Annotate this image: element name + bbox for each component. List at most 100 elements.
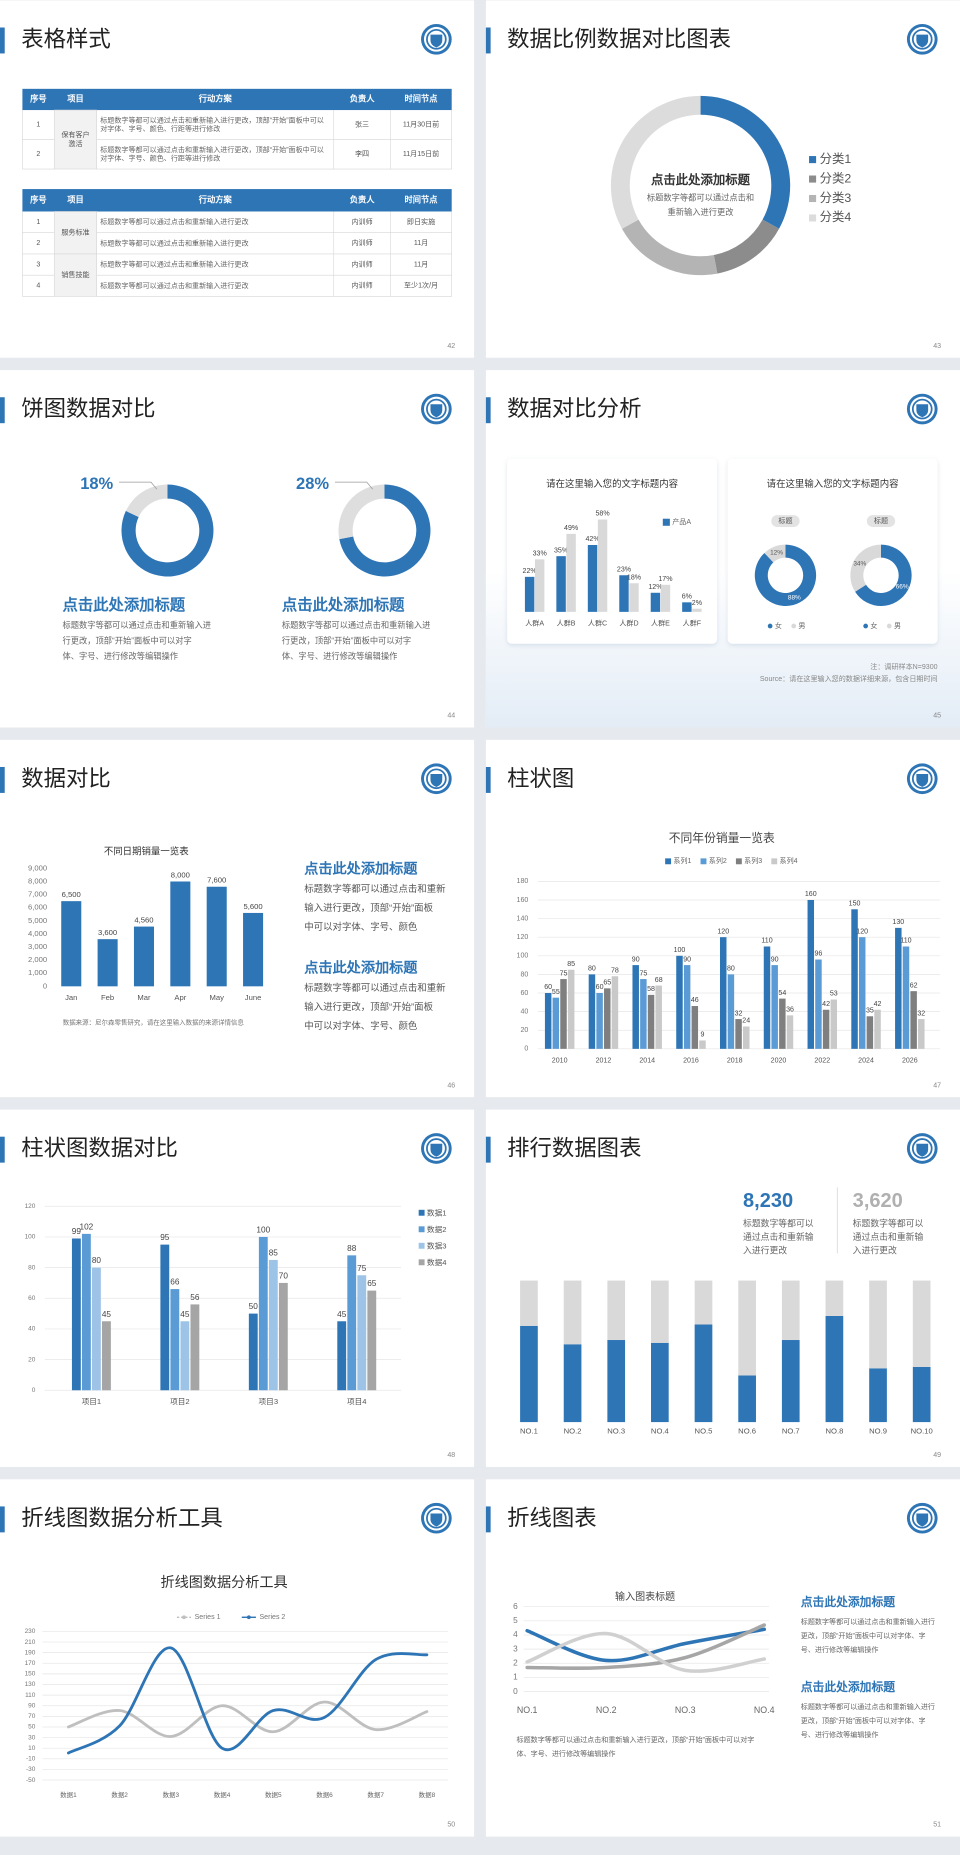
bar: [566, 533, 576, 612]
data-label: 96: [815, 951, 823, 958]
slide-title: 柱状图数据对比: [21, 1136, 178, 1161]
bar: [180, 1321, 190, 1391]
table-cell: 即日实施: [407, 217, 435, 226]
x-tick-label: 人群A: [525, 619, 544, 628]
page-number: 47: [933, 1082, 941, 1089]
table-header-cell: 时间节点: [405, 194, 439, 204]
block-text: 中可以对字体、字号、颜色: [304, 1020, 418, 1031]
title-bar: [0, 397, 5, 424]
x-tick-label: 数据7: [367, 1790, 384, 1799]
data-label: 75: [639, 970, 647, 977]
bar: [563, 1280, 582, 1345]
logo-inner: [426, 1138, 447, 1159]
bar: [895, 927, 902, 1049]
x-tick-label: NO.7: [782, 1427, 800, 1436]
data-label: 60: [544, 984, 552, 991]
block-heading: 点击此处添加标题: [282, 596, 405, 614]
table-cell: 11月15日前: [403, 149, 439, 158]
page-number: 46: [447, 1082, 455, 1089]
data-label: 56: [190, 1293, 200, 1302]
logo-shield: [916, 404, 929, 418]
legend-label: 女: [775, 621, 782, 630]
data-label: 80: [588, 966, 596, 973]
block-text: 中可以对字体、字号、颜色: [304, 921, 418, 932]
bar: [619, 575, 629, 612]
data-label: 9: [701, 1032, 705, 1039]
block-text: 更改，顶部“开始”面板中可以对字体、字: [801, 1716, 926, 1725]
x-tick-label: 人群B: [557, 619, 576, 628]
bar: [694, 1280, 713, 1325]
data-label: 100: [256, 1226, 270, 1235]
bar: [830, 999, 838, 1049]
percent-label: 28%: [296, 475, 329, 493]
bar: [61, 901, 82, 987]
x-tick-label: NO.4: [754, 1705, 775, 1715]
y-tick-label: 90: [28, 1702, 36, 1709]
legend-label: 男: [798, 622, 805, 630]
y-tick-label: 40: [520, 1008, 528, 1015]
bar: [587, 545, 598, 612]
data-label: 110: [761, 938, 772, 945]
table-header-cell: 时间节点: [405, 94, 439, 104]
x-tick-label: 人群C: [588, 619, 607, 628]
percent-label: 18%: [80, 475, 113, 493]
data-label: 80: [92, 1256, 102, 1265]
bar: [337, 1321, 347, 1391]
data-label: 95: [160, 1233, 170, 1242]
y-tick-label: 80: [520, 971, 528, 978]
legend-label: 产品A: [672, 517, 691, 526]
pie-label: 标题: [874, 516, 888, 525]
data-label: 65: [367, 1279, 377, 1288]
data-label: 55: [552, 989, 560, 996]
bar: [243, 912, 264, 987]
pie-segment: [338, 484, 385, 540]
data-label: 4,560: [134, 915, 153, 924]
data-label: 35: [866, 1007, 874, 1014]
slide-title: 折线图表: [507, 1505, 597, 1530]
x-tick-label: 2014: [639, 1058, 655, 1065]
block-text: 输入进行更改，顶部“开始”面板: [304, 1001, 433, 1012]
data-label: 78: [611, 967, 619, 974]
slide: 数据比例数据对比图表 43 分类1 分类2 分类3 分类4 点击此处添加标题标题数字等都可以…: [485, 0, 960, 358]
x-tick-label: 人群E: [651, 619, 670, 628]
x-tick-label: NO.2: [564, 1427, 582, 1436]
table-cell: 11月30日前: [403, 120, 439, 129]
table-cell: 2: [36, 151, 40, 158]
bar: [640, 979, 647, 1049]
bar: [651, 1280, 669, 1343]
slide: 数据对比 46 不同日期销量一览表 0 1,000 2,000 3,000 4,000 5,00…: [0, 739, 475, 1098]
bar: [81, 1233, 91, 1391]
legend-swatch: [809, 156, 817, 164]
y-tick-label: 0: [524, 1046, 528, 1053]
pie-segment: [621, 219, 718, 276]
logo-shield: [430, 1513, 443, 1527]
block-text: 标题数字等都可以通过点击和重新输入进: [282, 620, 431, 630]
bar: [647, 994, 655, 1049]
page-number: 51: [933, 1822, 941, 1829]
bar: [607, 1280, 626, 1341]
y-tick-label: 210: [25, 1639, 36, 1646]
y-tick-label: 180: [517, 878, 529, 885]
data-label: 60: [596, 984, 604, 991]
x-tick-label: 数据2: [111, 1790, 128, 1799]
legend-label: 数据3: [427, 1240, 447, 1250]
logo-shield: [916, 1143, 929, 1157]
data-label: 66: [170, 1278, 180, 1287]
logo-shield: [916, 1513, 929, 1527]
x-tick-label: 数据4: [214, 1790, 231, 1799]
note: 注：调研样本N=9300: [870, 662, 937, 671]
logo-inner: [911, 1507, 933, 1529]
y-tick-label: 0: [43, 981, 47, 990]
legend-swatch: [771, 858, 778, 865]
data-label: 58%: [595, 511, 610, 518]
table-cell: 11月: [414, 239, 428, 247]
bar: [918, 1019, 925, 1049]
y-tick-label: 3: [513, 1644, 518, 1653]
y-tick-label: 230: [25, 1628, 36, 1635]
table-cell: 11月: [414, 260, 428, 268]
y-tick-label: 50: [28, 1724, 36, 1731]
data-label: 88: [347, 1244, 357, 1253]
